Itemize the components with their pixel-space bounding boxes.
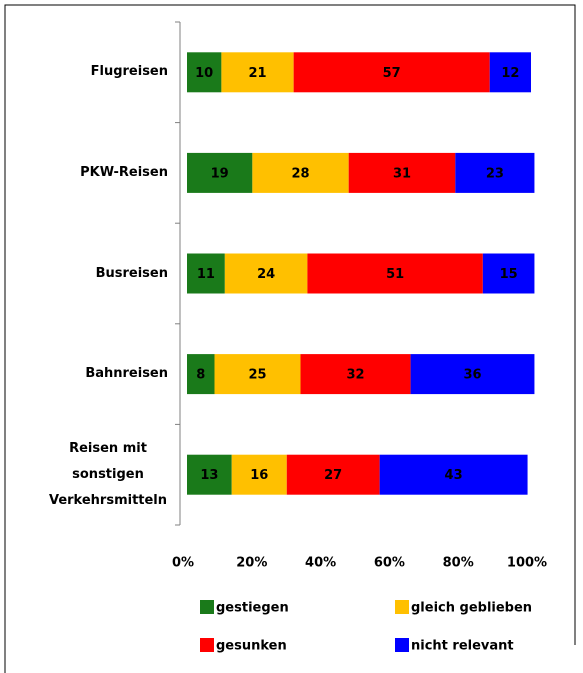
bar-segment — [221, 52, 294, 93]
bar-segment — [455, 152, 535, 193]
bar-segment — [187, 253, 225, 294]
data-label: 25 — [248, 368, 266, 383]
bar-segment — [187, 52, 222, 93]
x-tick-label: 20% — [236, 556, 267, 571]
y-tick-text: PKW-Reisen — [80, 164, 168, 180]
data-label: 16 — [250, 468, 268, 483]
y-tick-label: Busreisen — [96, 261, 168, 287]
y-tick-text: Flugreisen — [90, 64, 168, 80]
y-tick-label: PKW-Reisen — [80, 160, 168, 186]
x-tick-label: 100% — [507, 556, 547, 571]
data-label: 15 — [500, 267, 518, 282]
bar-segment — [307, 253, 483, 294]
bar-segment — [300, 354, 411, 395]
data-label: 19 — [211, 166, 229, 181]
bar-segment — [293, 52, 490, 93]
bar-segment — [348, 152, 456, 193]
data-label: 57 — [383, 66, 401, 81]
y-tick-text: Reisen mit sonstigen Verkehrsmitteln — [48, 440, 168, 508]
data-label: 31 — [393, 166, 411, 181]
data-label: 32 — [347, 368, 365, 383]
data-label: 36 — [463, 368, 481, 383]
legend-label: gleich geblieben — [411, 601, 532, 616]
legend-swatch — [200, 638, 214, 652]
bar-segment — [286, 454, 380, 495]
legend-label: nicht relevant — [411, 639, 514, 654]
data-label: 10 — [195, 66, 213, 81]
data-label: 43 — [445, 468, 463, 483]
bar-segment — [252, 152, 349, 193]
y-tick-label: Reisen mit sonstigen Verkehrsmitteln — [48, 436, 168, 514]
x-tick-label: 0% — [172, 556, 194, 571]
bar-segment — [231, 454, 287, 495]
data-label: 11 — [197, 267, 215, 282]
data-label: 51 — [386, 267, 404, 282]
legend-swatch — [395, 638, 409, 652]
data-label: 28 — [291, 166, 309, 181]
data-label: 24 — [257, 267, 275, 282]
x-tick-label: 60% — [374, 556, 405, 571]
bar-segment — [187, 354, 215, 395]
y-tick-text: Bahnreisen — [85, 366, 168, 382]
bar-segment — [482, 253, 535, 294]
bar-segment — [379, 454, 528, 495]
data-label: 23 — [486, 166, 504, 181]
bar-segment — [214, 354, 301, 395]
bar-segment — [187, 152, 253, 193]
x-tick-label: 80% — [443, 556, 474, 571]
data-label: 21 — [248, 66, 266, 81]
y-tick-label: Bahnreisen — [85, 361, 168, 387]
y-tick-label: Flugreisen — [91, 59, 168, 85]
bar-segment — [187, 454, 232, 495]
data-label: 13 — [200, 468, 218, 483]
bar-segment — [489, 52, 531, 93]
y-tick-text: Busreisen — [95, 265, 168, 281]
legend-label: gesunken — [216, 639, 287, 654]
bar-segment — [224, 253, 308, 294]
data-label: 12 — [501, 66, 519, 81]
frame — [4, 4, 576, 673]
legend-label: gestiegen — [216, 601, 289, 616]
data-label: 27 — [324, 468, 342, 483]
data-label: 8 — [196, 368, 205, 383]
legend-swatch — [200, 600, 214, 614]
bar-segment — [410, 354, 535, 395]
legend-swatch — [395, 600, 409, 614]
x-tick-label: 40% — [305, 556, 336, 571]
